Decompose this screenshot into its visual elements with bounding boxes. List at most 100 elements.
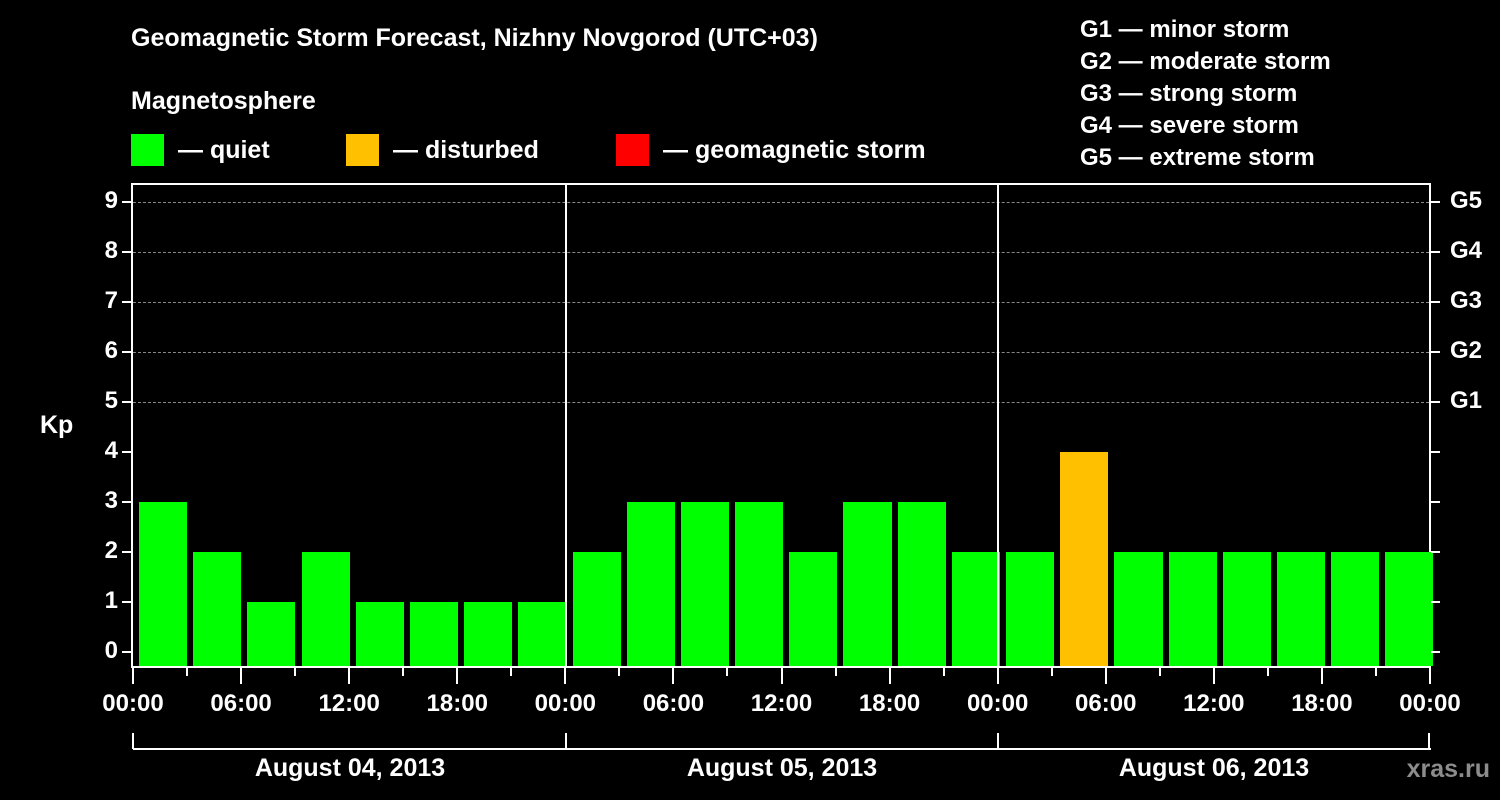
- y-tick-label: 1: [104, 587, 118, 614]
- x-tick: [294, 668, 297, 676]
- kp-bar: [355, 602, 404, 666]
- right-tick: [1431, 601, 1440, 603]
- kp-bar: [1168, 552, 1217, 666]
- kp-bar: [843, 502, 892, 666]
- x-tick: [618, 668, 621, 676]
- kp-bar: [626, 502, 675, 666]
- x-tick-label: 12:00: [318, 690, 380, 717]
- x-tick-label: 18:00: [1291, 690, 1353, 717]
- right-tick: [1431, 651, 1440, 653]
- legend-quiet: — quiet: [131, 134, 270, 166]
- kp-bar: [1006, 552, 1055, 666]
- x-tick: [348, 668, 351, 684]
- y-tick: [122, 501, 131, 503]
- x-tick: [996, 668, 999, 684]
- x-tick-label: 00:00: [102, 690, 164, 717]
- legend-storm: — geomagnetic storm: [616, 134, 926, 166]
- right-tick: [1431, 351, 1440, 353]
- kp-bar: [572, 552, 621, 666]
- date-label: August 04, 2013: [254, 754, 446, 782]
- kp-bar: [1060, 452, 1109, 666]
- legend-storm-label: — geomagnetic storm: [663, 135, 926, 164]
- date-bracket-tick: [1428, 733, 1430, 749]
- y-tick: [122, 401, 131, 403]
- x-tick-label: 12:00: [1183, 690, 1245, 717]
- right-tick: [1431, 501, 1440, 503]
- gridline: [133, 202, 1429, 203]
- x-tick: [510, 668, 513, 676]
- x-tick-label: 18:00: [426, 690, 488, 717]
- g-level-label: G3: [1450, 287, 1483, 314]
- right-tick: [1431, 401, 1440, 403]
- x-tick-label: 06:00: [1075, 690, 1137, 717]
- right-tick: [1431, 451, 1440, 453]
- legend-quiet-label: — quiet: [178, 135, 270, 164]
- y-tick: [122, 251, 131, 253]
- g-level-label: G1: [1450, 387, 1483, 414]
- x-tick: [1429, 668, 1431, 684]
- legend-disturbed: — disturbed: [346, 134, 539, 166]
- day-divider: [997, 185, 999, 666]
- gridline: [133, 302, 1429, 303]
- right-tick: [1431, 251, 1440, 253]
- x-tick: [888, 668, 891, 684]
- x-tick: [780, 668, 783, 684]
- storm-swatch: [616, 134, 649, 166]
- gridline: [133, 352, 1429, 353]
- kp-bar: [1276, 552, 1326, 666]
- kp-bar: [789, 552, 838, 666]
- kp-bar: [139, 502, 188, 666]
- g-level-label: G4: [1450, 237, 1483, 264]
- x-tick: [1320, 668, 1323, 684]
- date-bracket-tick: [565, 733, 567, 749]
- g2-label: G2 — moderate storm: [1080, 48, 1331, 75]
- kp-bar: [1385, 552, 1434, 666]
- kp-bar: [409, 602, 458, 666]
- g-level-label: G2: [1450, 337, 1483, 364]
- y-tick: [122, 551, 131, 553]
- g-scale-legend: G1 — minor storm G2 — moderate storm G3 …: [1080, 14, 1331, 174]
- legend-title: Magnetosphere: [131, 87, 316, 115]
- kp-bar: [301, 552, 350, 666]
- x-tick: [564, 668, 567, 684]
- y-tick-label: 9: [104, 187, 118, 214]
- x-tick-label: 18:00: [858, 690, 921, 717]
- x-tick: [1266, 668, 1269, 676]
- x-tick: [1374, 668, 1377, 676]
- y-tick: [122, 301, 131, 303]
- kp-bar: [1114, 552, 1163, 666]
- day-divider: [565, 185, 567, 666]
- x-tick: [1050, 668, 1053, 676]
- y-tick-label: 7: [104, 287, 118, 314]
- g-level-label: G5: [1450, 187, 1483, 214]
- y-tick-label: 3: [104, 487, 118, 514]
- y-tick: [122, 201, 131, 203]
- legend-disturbed-label: — disturbed: [393, 135, 539, 164]
- kp-bar: [735, 502, 784, 666]
- x-tick: [240, 668, 243, 684]
- kp-bar: [1331, 552, 1380, 666]
- x-tick: [672, 668, 675, 684]
- y-tick: [122, 451, 131, 453]
- x-tick-label: 00:00: [1399, 690, 1461, 717]
- chart-title: Geomagnetic Storm Forecast, Nizhny Novgo…: [131, 24, 818, 52]
- kp-bar: [464, 602, 513, 666]
- kp-bar: [680, 502, 730, 666]
- y-tick-label: 5: [104, 387, 118, 414]
- x-tick: [456, 668, 459, 684]
- kp-bar: [193, 552, 242, 666]
- x-tick: [726, 668, 729, 676]
- date-bracket: [133, 748, 1431, 750]
- date-label: August 05, 2013: [686, 754, 878, 782]
- y-tick-label: 4: [104, 437, 118, 464]
- x-tick: [1158, 668, 1161, 676]
- quiet-swatch: [131, 134, 164, 166]
- disturbed-swatch: [346, 134, 379, 166]
- x-tick: [186, 668, 189, 676]
- kp-bar: [1222, 552, 1271, 666]
- date-bracket-tick: [997, 733, 999, 749]
- x-tick-label: 00:00: [534, 690, 597, 717]
- y-tick: [122, 651, 131, 653]
- x-tick: [132, 668, 134, 684]
- y-tick-label: 6: [104, 337, 118, 364]
